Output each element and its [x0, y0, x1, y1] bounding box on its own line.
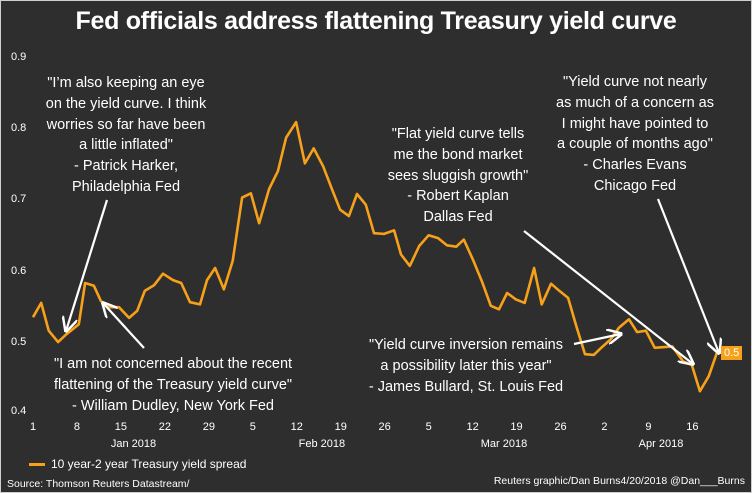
x-tick-label: 8 — [73, 421, 81, 433]
x-tick-label: 5 — [425, 421, 432, 433]
y-tick-label: 0.8 — [11, 122, 27, 134]
annotation-line: I might have pointed to — [561, 115, 709, 132]
x-tick-label: 12 — [466, 421, 479, 433]
arrow-bullard — [573, 334, 621, 346]
x-tick-label: 2 — [601, 421, 608, 433]
annotation-line: a little inflated" — [79, 137, 173, 154]
annotation-line: - William Dudley, New York Fed — [71, 397, 274, 414]
x-tick-label: 26 — [554, 421, 567, 433]
x-tick-label: 15 — [114, 421, 128, 433]
arrow-dudley — [103, 303, 145, 349]
annotation-line: sees sluggish growth" — [387, 167, 529, 184]
x-tick-label: 29 — [202, 421, 215, 433]
annotation-line: - Patrick Harker, — [74, 158, 178, 175]
month-label: Mar 2018 — [480, 438, 528, 450]
month-label: Jan 2018 — [110, 438, 157, 450]
y-tick-label: 0.6 — [11, 265, 27, 277]
x-tick-label: 1 — [29, 421, 37, 433]
annotation-bullard: "Yield curve inversion remains a possibi… — [369, 335, 563, 397]
annotation-evans: "Yield curve not nearly as much of a con… — [556, 72, 714, 197]
month-label: Apr 2018 — [638, 438, 684, 450]
x-tick-label: 9 — [645, 421, 652, 433]
annotation-dudley: "I am not concerned about the recent fla… — [54, 354, 292, 416]
credit-note: Reuters graphic/Dan Burns4/20/2018 @Dan_… — [493, 475, 745, 487]
annotation-line: flattening of the Treasury yield curve" — [53, 376, 293, 393]
x-tick-label: 16 — [686, 421, 699, 433]
x-tick-label: 26 — [378, 421, 391, 433]
arrow-evans — [656, 198, 719, 353]
y-tick-label: 0.9 — [11, 51, 27, 63]
x-tick-label: 19 — [510, 421, 523, 433]
annotation-line: as much of a concern as — [556, 94, 714, 111]
month-label: Feb 2018 — [298, 438, 346, 450]
annotation-line: "I am not concerned about the recent — [53, 356, 293, 372]
annotation-line: a possibility later this year" — [380, 357, 552, 374]
y-tick-label: 0.7 — [11, 193, 27, 205]
annotation-line: a couple of months ago" — [557, 136, 713, 153]
legend-label: 10 year-2 year Treasury yield spread — [51, 457, 247, 471]
y-tick-label: 0.4 — [11, 405, 27, 417]
annotation-kaplan: "Flat yield curve tells me the bond mark… — [388, 124, 529, 228]
legend-swatch — [29, 462, 45, 466]
annotation-line: on the yield curve. I think — [45, 95, 207, 112]
x-tick-label: 5 — [249, 421, 256, 433]
x-tick-label: 22 — [158, 421, 171, 433]
y-tick-label: 0.5 — [11, 336, 27, 348]
x-tick-label: 19 — [334, 421, 347, 433]
end-value-label: 0.5 — [721, 346, 743, 360]
annotation-line: me the bond market — [393, 146, 523, 163]
annotation-line: "Yield curve inversion remains — [368, 337, 563, 353]
annotation-line: "Flat yield curve tells — [391, 126, 525, 142]
source-note: Source: Thomson Reuters Datastream/ — [7, 478, 190, 490]
annotation-line: worries so far have been — [46, 116, 206, 133]
annotation-line: "I’m also keeping an eye — [47, 75, 205, 91]
annotation-line: - James Bullard, St. Louis Fed — [368, 378, 564, 395]
x-tick-label: 12 — [290, 421, 303, 433]
annotation-line: Chicago Fed — [593, 177, 677, 194]
legend: 10 year-2 year Treasury yield spread — [29, 457, 246, 471]
arrow-harker — [66, 199, 109, 331]
annotation-line: - Robert Kaplan — [407, 188, 509, 205]
annotation-line: Dallas Fed — [423, 209, 493, 226]
annotation-line: "Yield curve not nearly — [562, 74, 708, 90]
chart-title: Fed officials address flattening Treasur… — [75, 7, 677, 35]
annotation-line: - Charles Evans — [583, 157, 687, 174]
annotation-line: Philadelphia Fed — [71, 178, 181, 195]
annotation-harker: "I’m also keeping an eye on the yield cu… — [46, 73, 206, 198]
arrow-kaplan — [523, 230, 693, 364]
